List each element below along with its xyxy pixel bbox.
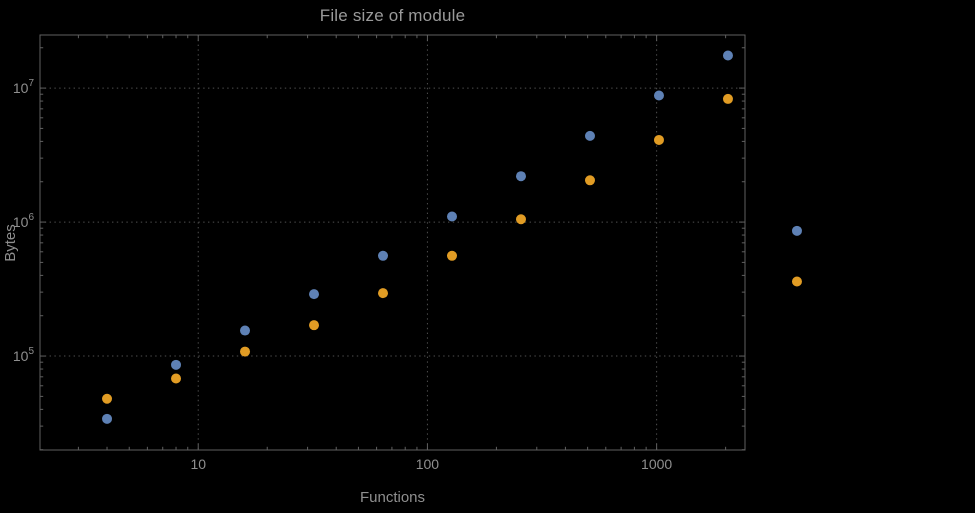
x-axis-label: Functions: [359, 489, 426, 506]
data-point-blue: [722, 50, 733, 61]
y-tick-label: 105: [13, 346, 35, 364]
x-tick-label: 1000: [641, 456, 672, 472]
plot-frame: [39, 34, 746, 451]
data-point-orange: [653, 134, 664, 145]
data-point-blue: [515, 171, 526, 182]
data-point-orange: [515, 214, 526, 225]
data-point-orange: [791, 276, 802, 287]
data-point-orange: [309, 320, 320, 331]
data-point-blue: [791, 225, 802, 236]
y-tick-label: 107: [13, 78, 35, 96]
data-point-orange: [102, 393, 113, 404]
data-point-blue: [102, 413, 113, 424]
chart-title: File size of module: [319, 6, 466, 25]
y-tick-label: 106: [13, 212, 35, 230]
data-point-orange: [171, 373, 182, 384]
data-point-blue: [171, 359, 182, 370]
data-point-orange: [378, 288, 389, 299]
data-point-blue: [240, 325, 251, 336]
data-point-orange: [240, 346, 251, 357]
x-tick-label: 100: [416, 456, 440, 472]
data-point-orange: [584, 175, 595, 186]
data-point-blue: [446, 211, 457, 222]
data-point-orange: [446, 250, 457, 261]
x-tick-label: 10: [190, 456, 206, 472]
data-point-orange: [722, 93, 733, 104]
data-point-blue: [584, 130, 595, 141]
y-axis-label: Bytes: [2, 224, 19, 262]
data-point-blue: [378, 250, 389, 261]
data-point-blue: [653, 90, 664, 101]
data-point-blue: [309, 289, 320, 300]
